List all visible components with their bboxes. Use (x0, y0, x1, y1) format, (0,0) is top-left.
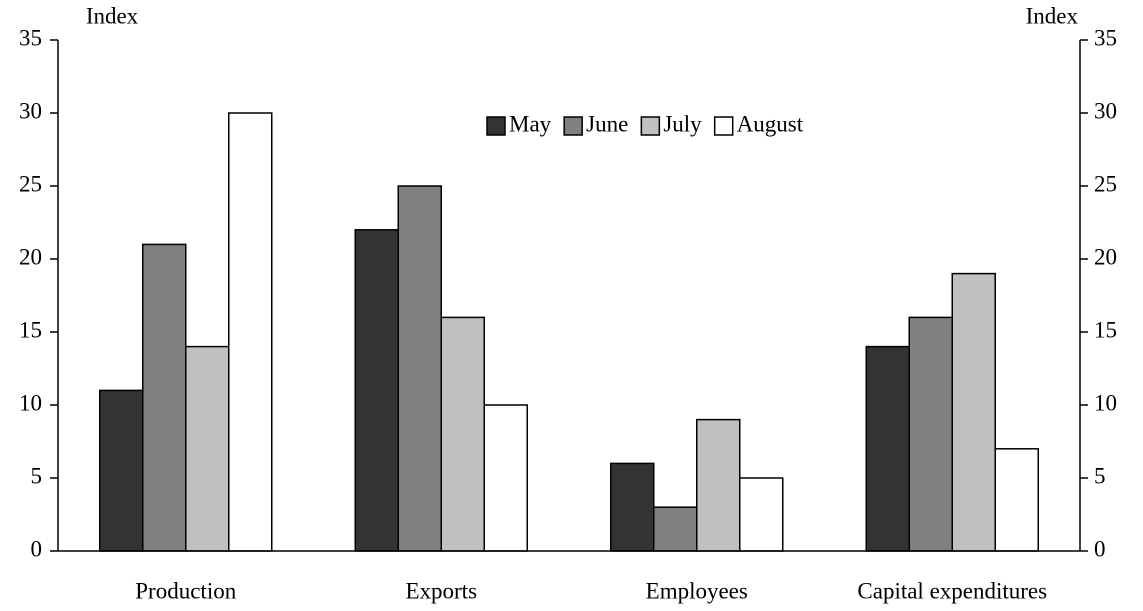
y-tick-label: 30 (19, 98, 42, 123)
bar (908, 316, 953, 552)
bar (739, 477, 784, 552)
y-tick-label: 15 (19, 317, 42, 342)
y2-tick-label: 10 (1094, 390, 1117, 415)
y-tick-label: 20 (19, 244, 42, 269)
legend-label: June (586, 111, 628, 136)
y2-tick-label: 5 (1094, 463, 1106, 488)
bar (354, 229, 399, 552)
legend-swatch (486, 116, 506, 136)
y2-tick-label: 25 (1094, 171, 1117, 196)
bar (994, 448, 1039, 552)
y-tick-label: 10 (19, 390, 42, 415)
bar (142, 243, 187, 552)
bar (397, 185, 442, 552)
y2-tick-label: 35 (1094, 25, 1117, 50)
y2-tick-label: 20 (1094, 244, 1117, 269)
y-tick-label: 35 (19, 25, 42, 50)
y2-axis-label: Index (1026, 3, 1079, 28)
legend-label: August (737, 111, 804, 136)
legend-swatch (563, 116, 583, 136)
bar (610, 462, 655, 552)
legend-label: May (509, 111, 552, 136)
y2-tick-label: 30 (1094, 98, 1117, 123)
x-tick-label: Capital expenditures (857, 578, 1047, 603)
legend-swatch (640, 116, 661, 136)
y-tick-label: 25 (19, 171, 42, 196)
bar (483, 404, 528, 552)
y-tick-label: 0 (31, 536, 43, 561)
y2-tick-label: 15 (1094, 317, 1117, 342)
bar (228, 112, 273, 552)
bar (440, 316, 485, 552)
x-tick-label: Exports (405, 578, 477, 603)
x-tick-label: Production (135, 578, 236, 603)
bar (865, 345, 910, 552)
legend-swatch (713, 116, 734, 136)
bar (951, 272, 996, 552)
legend-label: July (663, 111, 702, 136)
bar (696, 418, 741, 552)
y-tick-label: 5 (31, 463, 43, 488)
bar (653, 506, 698, 552)
y2-tick-label: 0 (1094, 536, 1106, 561)
x-tick-label: Employees (646, 578, 748, 603)
bar (99, 389, 144, 552)
bar (185, 345, 230, 552)
y-axis-label: Index (86, 3, 139, 28)
